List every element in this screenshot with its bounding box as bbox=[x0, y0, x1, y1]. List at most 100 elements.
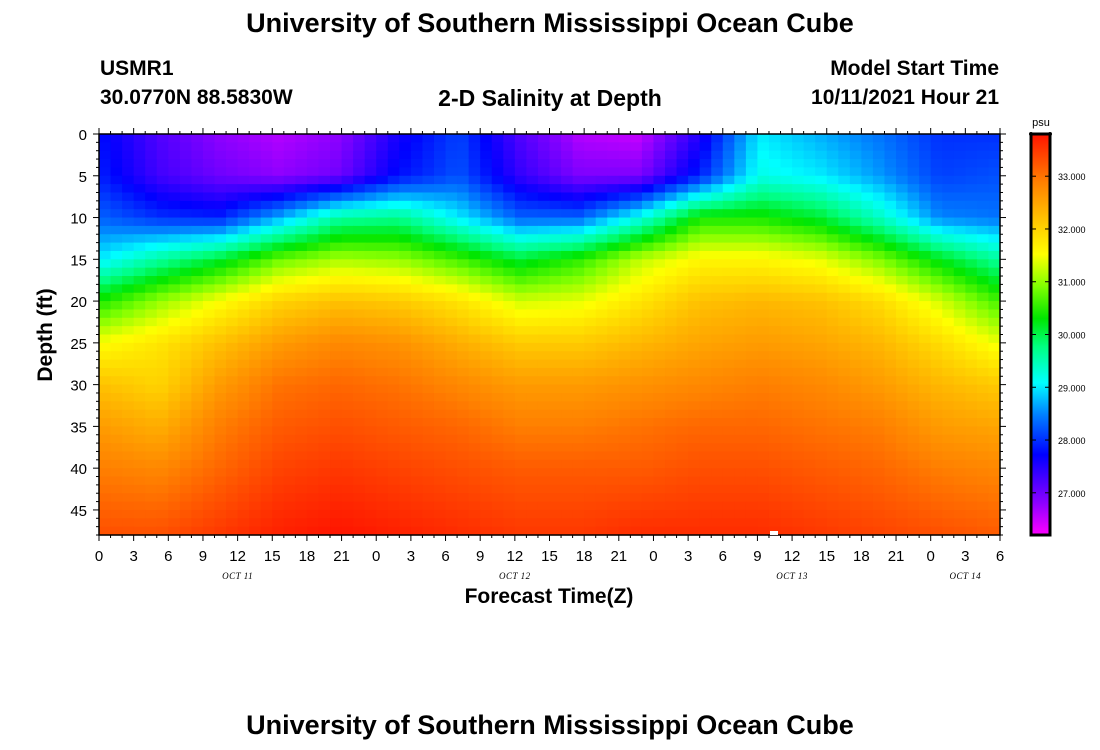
heatmap-cell bbox=[699, 342, 712, 352]
heatmap-cell bbox=[757, 351, 770, 361]
heatmap-cell bbox=[757, 434, 770, 444]
heatmap-cell bbox=[561, 309, 574, 319]
heatmap-cell bbox=[792, 418, 805, 427]
heatmap-cell bbox=[133, 476, 146, 486]
heatmap-cell bbox=[376, 334, 389, 344]
heatmap-cell bbox=[872, 367, 886, 377]
heatmap-cell bbox=[607, 250, 620, 260]
heatmap-cell bbox=[387, 309, 400, 319]
heatmap-cell bbox=[249, 284, 262, 294]
colorbar-tick-label: 33.000 bbox=[1058, 172, 1086, 182]
heatmap-cell bbox=[584, 184, 597, 194]
heatmap-cell bbox=[572, 276, 585, 285]
heatmap-cell bbox=[191, 351, 204, 361]
heatmap-cell bbox=[792, 342, 805, 352]
heatmap-cell bbox=[133, 309, 146, 319]
heatmap-cell bbox=[110, 459, 123, 469]
heatmap-cell bbox=[745, 184, 759, 194]
heatmap-cell bbox=[156, 242, 169, 252]
heatmap-cell bbox=[226, 401, 239, 411]
heatmap-cell bbox=[330, 134, 343, 143]
heatmap-cell bbox=[699, 526, 712, 536]
heatmap-cell bbox=[122, 250, 135, 260]
heatmap-cell bbox=[757, 459, 770, 469]
heatmap-cell bbox=[226, 351, 239, 361]
heatmap-cell bbox=[849, 526, 862, 536]
heatmap-cell bbox=[133, 259, 146, 269]
heatmap-cell bbox=[214, 476, 227, 486]
heatmap-cell bbox=[145, 484, 158, 494]
heatmap-cell bbox=[896, 267, 909, 277]
heatmap-cell bbox=[792, 409, 805, 419]
heatmap-cell bbox=[168, 250, 181, 260]
heatmap-cell bbox=[792, 451, 805, 461]
heatmap-cell bbox=[283, 392, 296, 402]
heatmap-cell bbox=[179, 443, 193, 453]
heatmap-cell bbox=[491, 192, 504, 202]
heatmap-cell bbox=[618, 284, 631, 294]
heatmap-cell bbox=[595, 184, 608, 194]
heatmap-cell bbox=[930, 301, 943, 311]
heatmap-cell bbox=[838, 309, 851, 319]
heatmap-cell bbox=[249, 334, 262, 344]
heatmap-cell bbox=[433, 150, 447, 160]
heatmap-cell bbox=[896, 259, 909, 269]
heatmap-cell bbox=[572, 376, 585, 386]
heatmap-cell bbox=[745, 234, 759, 244]
heatmap-cell bbox=[168, 150, 181, 160]
heatmap-cell bbox=[503, 334, 516, 344]
heatmap-cell bbox=[422, 209, 435, 219]
heatmap-cell bbox=[457, 192, 470, 202]
heatmap-cell bbox=[491, 309, 504, 319]
heatmap-cell bbox=[953, 309, 966, 319]
heatmap-cell bbox=[780, 234, 793, 244]
heatmap-cell bbox=[942, 292, 955, 302]
heatmap-cell bbox=[919, 301, 932, 311]
heatmap-cell bbox=[803, 484, 816, 494]
colorbar-tick-label: 28.000 bbox=[1058, 436, 1086, 446]
heatmap-cell bbox=[295, 250, 308, 260]
heatmap-cell bbox=[942, 242, 955, 252]
heatmap-cell bbox=[214, 250, 227, 260]
heatmap-cell bbox=[792, 309, 805, 319]
heatmap-cell bbox=[930, 443, 943, 453]
heatmap-cell bbox=[457, 284, 470, 294]
heatmap-cell bbox=[942, 259, 955, 269]
heatmap-cell bbox=[641, 250, 655, 260]
heatmap-cell bbox=[953, 401, 966, 411]
heatmap-cell bbox=[803, 376, 816, 386]
heatmap-cell bbox=[676, 392, 689, 402]
heatmap-cell bbox=[214, 451, 227, 461]
heatmap-cell bbox=[815, 317, 828, 327]
heatmap-cell bbox=[260, 434, 273, 444]
heatmap-cell bbox=[561, 409, 574, 419]
heatmap-cell bbox=[676, 476, 689, 486]
heatmap-cell bbox=[572, 342, 585, 352]
heatmap-cell bbox=[641, 175, 655, 185]
heatmap-cell bbox=[503, 250, 516, 260]
heatmap-cell bbox=[953, 459, 966, 469]
heatmap-cell bbox=[792, 443, 805, 453]
heatmap-cell bbox=[907, 159, 920, 169]
heatmap-cell bbox=[514, 250, 527, 260]
heatmap-cell bbox=[226, 392, 239, 402]
heatmap-cell bbox=[872, 501, 886, 511]
heatmap-cell bbox=[549, 309, 562, 319]
heatmap-cell bbox=[942, 434, 955, 444]
heatmap-cell bbox=[965, 142, 978, 152]
heatmap-cell bbox=[122, 209, 135, 219]
heatmap-cell bbox=[237, 242, 250, 252]
heatmap-cell bbox=[595, 409, 608, 419]
heatmap-cell bbox=[179, 292, 193, 302]
heatmap-cell bbox=[976, 267, 990, 277]
heatmap-cell bbox=[988, 200, 1001, 210]
heatmap-cell bbox=[907, 134, 920, 143]
heatmap-cell bbox=[780, 451, 793, 461]
heatmap-cell bbox=[780, 418, 793, 427]
heatmap-cell bbox=[122, 301, 135, 311]
heatmap-cell bbox=[711, 242, 724, 252]
heatmap-cell bbox=[503, 484, 516, 494]
heatmap-cell bbox=[653, 142, 666, 152]
heatmap-cell bbox=[480, 259, 493, 269]
heatmap-cell bbox=[480, 284, 493, 294]
